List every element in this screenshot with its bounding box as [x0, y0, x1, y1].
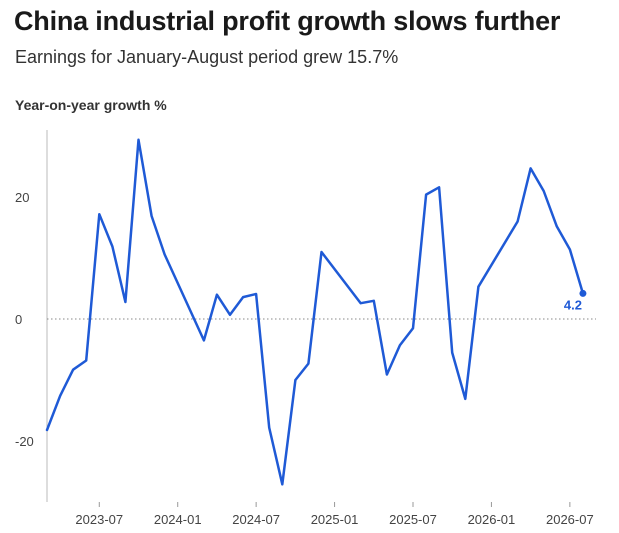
x-tick-label: 2025-01	[311, 512, 359, 527]
series-layer	[45, 138, 585, 486]
y-tick-label: 0	[15, 312, 22, 327]
y-tick-label: -20	[15, 434, 34, 449]
x-tick-label: 2026-01	[468, 512, 516, 527]
chart-axes: 20 0 -20 2023-07 2024-01 2024-07 2025-01 2025-0…	[15, 130, 596, 527]
last-value-label: 4.2	[564, 297, 582, 312]
last-point-marker	[579, 289, 587, 297]
x-tick-label: 2023-07	[75, 512, 123, 527]
y-tick-label: 20	[15, 190, 29, 205]
y-axis-label: Year-on-year growth %	[15, 97, 167, 113]
x-tick-label: 2026-07	[546, 512, 594, 527]
chart-subtitle: Earnings for January-August period grew …	[15, 47, 399, 67]
labels-layer: 4.2	[564, 289, 587, 312]
x-tick-label: 2024-01	[154, 512, 202, 527]
chart-title: China industrial profit growth slows fur…	[14, 6, 561, 36]
x-tick-label: 2025-07	[389, 512, 437, 527]
x-tick-label: 2024-07	[232, 512, 280, 527]
series-line	[45, 138, 585, 486]
